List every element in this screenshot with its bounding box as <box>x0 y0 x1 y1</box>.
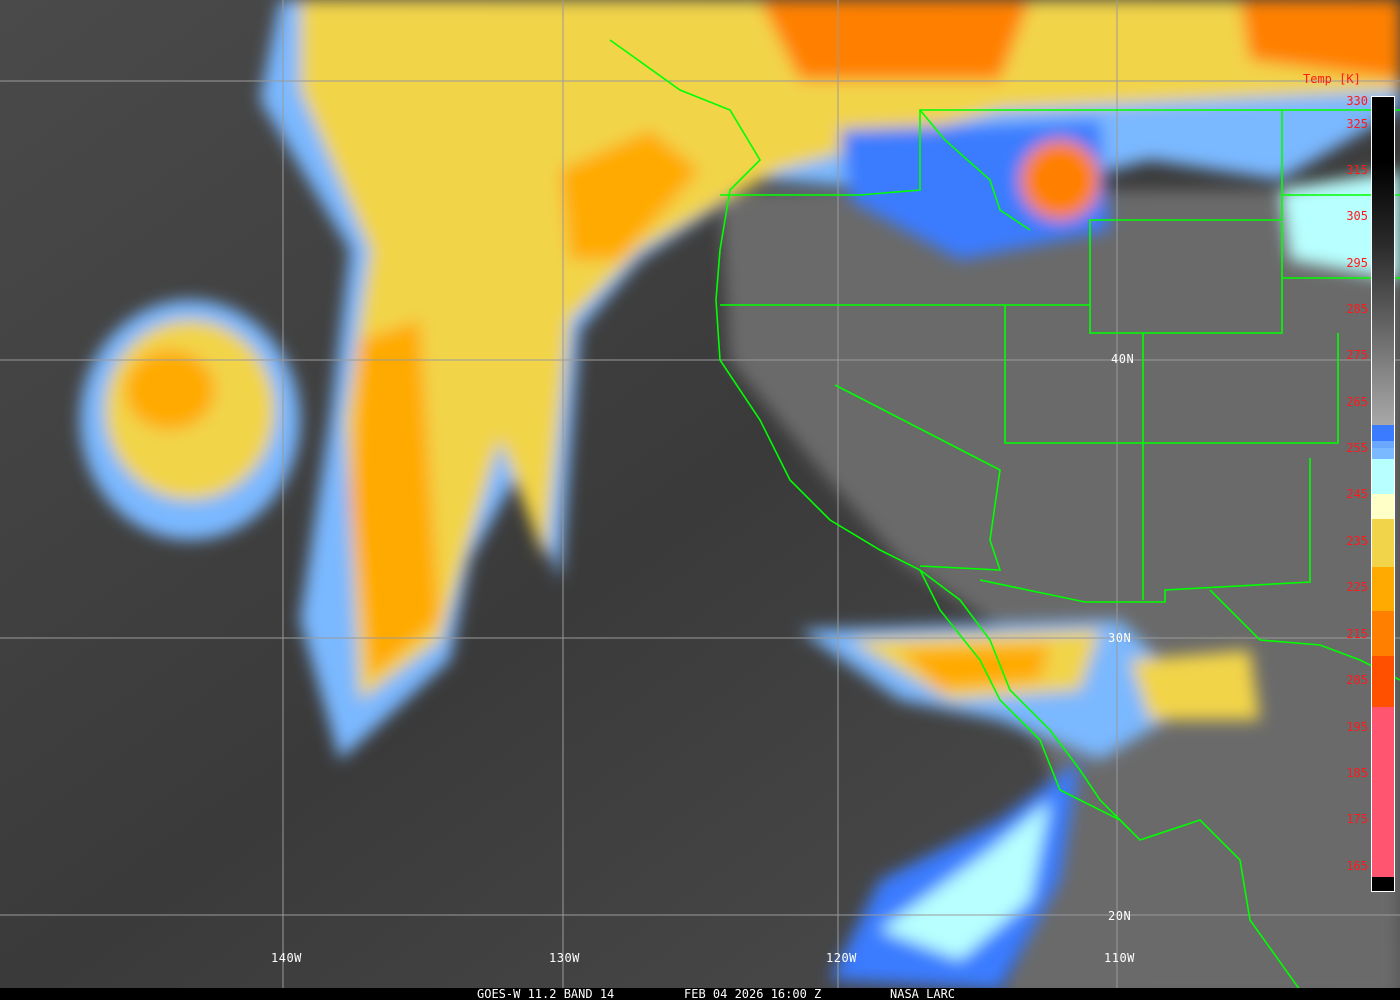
colorbar-tick-label: 245 <box>1346 487 1368 501</box>
cloud-bands <box>80 0 1400 990</box>
lon-label-130w: 130W <box>549 951 580 965</box>
colorbar-tick-label: 185 <box>1346 766 1368 780</box>
temperature-colorbar <box>1371 96 1395 892</box>
land-region <box>720 190 1400 1000</box>
caption-bar: GOES-W 11.2 BAND 14 FEB 04 2026 16:00 Z … <box>0 988 1400 1000</box>
colorbar-tick-label: 315 <box>1346 163 1368 177</box>
colorbar-tick-label: 175 <box>1346 812 1368 826</box>
lat-label-30n: 30N <box>1108 631 1132 645</box>
colorbar-tick-label: 195 <box>1346 720 1368 734</box>
colorbar-tick-label: 295 <box>1346 256 1368 270</box>
colorbar-tick-label: 235 <box>1346 534 1368 548</box>
lat-label-20n: 20N <box>1108 909 1132 923</box>
satellite-band-label: GOES-W 11.2 BAND 14 <box>477 987 615 1000</box>
lon-label-140w: 140W <box>271 951 302 965</box>
colorbar-tick-label: 285 <box>1346 302 1368 316</box>
colorbar-tick-label: 330 <box>1346 94 1368 108</box>
colorbar-tick-label: 225 <box>1346 580 1368 594</box>
colorbar-tick-label: 275 <box>1346 348 1368 362</box>
colorbar-tick-label: 325 <box>1346 117 1368 131</box>
colorbar-tick-label: 305 <box>1346 209 1368 223</box>
datetime-label: FEB 04 2026 16:00 Z <box>684 987 822 1000</box>
lon-label-120w: 120W <box>826 951 857 965</box>
source-label: NASA LARC <box>890 987 956 1000</box>
lat-label-40n: 40N <box>1111 352 1135 366</box>
colorbar-title: Temp [K] <box>1303 72 1361 86</box>
colorbar-tick-label: 215 <box>1346 627 1368 641</box>
colorbar-tick-label: 265 <box>1346 395 1368 409</box>
lon-label-110w: 110W <box>1104 951 1135 965</box>
colorbar-tick-label: 255 <box>1346 441 1368 455</box>
colorbar-tick-label: 205 <box>1346 673 1368 687</box>
colorbar-tick-label: 165 <box>1346 859 1368 873</box>
